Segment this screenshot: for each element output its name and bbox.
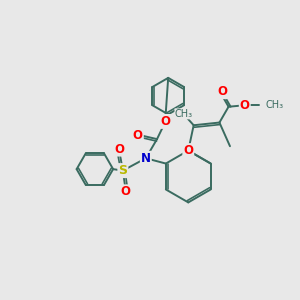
Text: O: O (114, 142, 124, 156)
Text: CH₃: CH₃ (175, 109, 193, 119)
Text: O: O (121, 185, 131, 198)
Text: O: O (133, 129, 143, 142)
Text: O: O (183, 144, 193, 157)
Text: O: O (161, 115, 171, 128)
Text: O: O (240, 99, 250, 112)
Text: O: O (217, 85, 227, 98)
Text: S: S (118, 164, 127, 177)
Text: N: N (141, 152, 151, 165)
Text: CH₃: CH₃ (266, 100, 284, 110)
